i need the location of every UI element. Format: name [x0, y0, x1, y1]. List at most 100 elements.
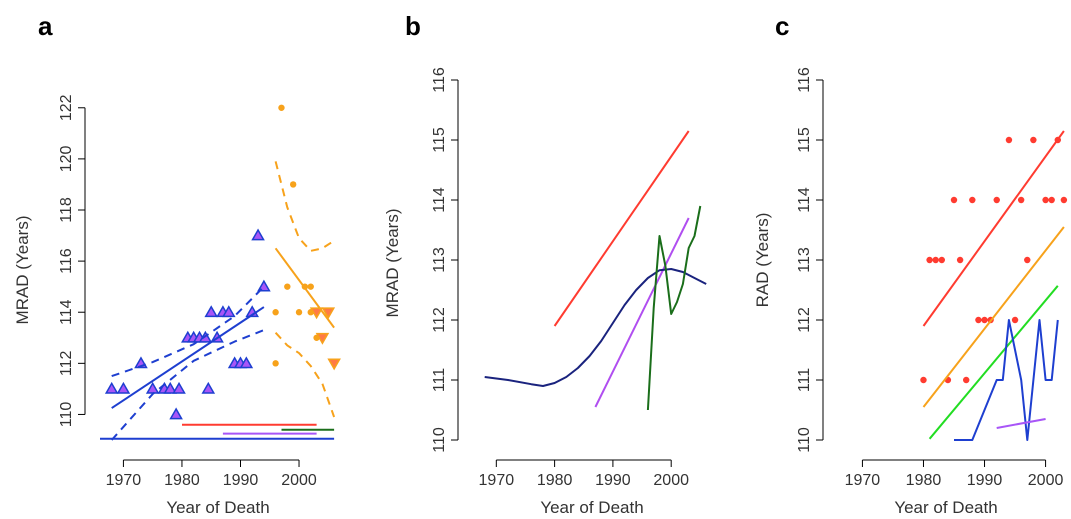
- data-point-a-2: [327, 358, 341, 371]
- series-line-c-5: [996, 418, 1046, 429]
- panel-a: a Year of Death MRAD (Years) 1970 1980 199…: [13, 11, 341, 517]
- series-line-a-8: [274, 332, 336, 418]
- y-tick-label-a: 112: [58, 350, 75, 376]
- x-tick-label-c: 2000: [1028, 472, 1064, 489]
- series-line-b-0: [553, 130, 690, 327]
- data-point-c-0: [920, 376, 927, 384]
- data-point-c-0: [1048, 196, 1055, 204]
- y-tick-label-b: 114: [431, 187, 448, 213]
- data-point-a-0: [257, 279, 271, 292]
- x-axis-label-b: Year of Death: [540, 498, 643, 517]
- series-line-a-3: [111, 306, 265, 409]
- y-tick-label-c: 113: [796, 247, 813, 273]
- data-point-a-1: [289, 181, 297, 188]
- y-tick-label-a: 118: [58, 197, 75, 223]
- data-point-c-0: [938, 256, 945, 264]
- y-tick-label-c: 115: [796, 127, 813, 153]
- data-point-a-0: [204, 305, 219, 318]
- data-point-a-0: [169, 407, 183, 420]
- data-point-a-1: [307, 283, 314, 290]
- data-point-a-2: [309, 307, 324, 320]
- data-point-a-1: [278, 104, 285, 111]
- x-tick-label-b: 1990: [595, 472, 631, 489]
- data-point-a-0: [116, 381, 131, 394]
- series-line-c-4: [954, 319, 1059, 441]
- panel-b: b Year of Death MRAD (Years) 1970 1980 199…: [383, 11, 707, 517]
- plot-area-a: 1970 1980 1990 2000 110 112 114 116 118 120 122: [58, 94, 341, 489]
- panel-c: c Year of Death RAD (Years) 1970 1980 1990…: [753, 11, 1068, 517]
- y-tick-label-c: 112: [796, 307, 813, 333]
- data-point-c-0: [1005, 136, 1013, 144]
- panel-label-b: b: [405, 11, 421, 41]
- series-line-c-2: [922, 226, 1065, 408]
- data-point-c-0: [1060, 196, 1068, 204]
- series-line-b-1: [594, 217, 690, 408]
- data-point-a-1: [284, 283, 291, 290]
- y-tick-label-c: 114: [796, 187, 813, 213]
- x-tick-label-c: 1990: [967, 472, 1003, 489]
- data-point-a-0: [104, 381, 119, 394]
- y-tick-label-b: 115: [431, 127, 448, 153]
- y-tick-label-b: 116: [431, 67, 448, 93]
- plot-area-b: 1970 1980 1990 2000 110 111 112 113 114 115 116: [431, 67, 707, 489]
- data-point-a-1: [272, 360, 279, 367]
- x-tick-label-a: 2000: [281, 472, 317, 489]
- data-point-c-0: [1024, 256, 1031, 264]
- y-tick-label-a: 120: [58, 145, 75, 172]
- x-axis-label-a: Year of Death: [166, 498, 269, 517]
- data-point-a-1: [272, 309, 279, 316]
- data-point-a-0: [172, 381, 186, 394]
- plot-area-c: 1970 1980 1990 2000 110 111 112 113 114 115 116: [796, 67, 1068, 489]
- y-axis-label-b: MRAD (Years): [383, 209, 402, 318]
- x-tick-label-a: 1980: [164, 472, 200, 489]
- data-point-a-0: [145, 381, 160, 394]
- series-line-c-3: [928, 285, 1059, 440]
- series-line-a-6: [274, 247, 335, 329]
- series-line-a-7: [274, 161, 335, 252]
- panel-label-a: a: [38, 11, 53, 41]
- y-tick-label-c: 116: [796, 67, 813, 93]
- y-tick-label-a: 116: [58, 248, 75, 274]
- y-axis-label-a: MRAD (Years): [13, 216, 32, 325]
- y-axis-label-c: RAD (Years): [753, 213, 772, 308]
- data-point-c-0: [1011, 316, 1019, 324]
- x-tick-label-c: 1980: [906, 472, 942, 489]
- series-line-a-4: [111, 285, 265, 378]
- data-point-a-2: [315, 332, 330, 345]
- data-point-c-0: [993, 196, 1000, 204]
- data-point-a-0: [221, 305, 236, 318]
- x-tick-label-c: 1970: [845, 472, 881, 489]
- data-point-a-0: [239, 356, 254, 369]
- data-point-a-0: [163, 381, 178, 394]
- data-point-a-0: [251, 228, 265, 241]
- x-tick-label-a: 1970: [106, 472, 142, 489]
- x-tick-label-b: 1970: [479, 472, 515, 489]
- y-tick-label-c: 110: [796, 427, 813, 453]
- data-point-c-0: [950, 196, 958, 204]
- x-axis-label-c: Year of Death: [894, 498, 997, 517]
- data-point-c-0: [963, 376, 970, 384]
- data-point-c-0: [956, 256, 964, 264]
- x-tick-label-a: 1990: [223, 472, 259, 489]
- data-point-c-0: [932, 256, 939, 264]
- data-point-c-0: [969, 196, 976, 204]
- series-line-b-3: [646, 205, 702, 411]
- y-tick-label-a: 122: [58, 94, 75, 121]
- data-point-a-1: [295, 309, 303, 316]
- data-point-c-0: [975, 316, 982, 324]
- x-tick-label-b: 2000: [653, 472, 689, 489]
- y-tick-label-b: 113: [431, 247, 448, 273]
- y-tick-label-b: 111: [431, 368, 448, 392]
- data-point-c-0: [1017, 196, 1025, 204]
- data-point-c-0: [926, 256, 933, 264]
- y-tick-label-b: 110: [431, 427, 448, 453]
- data-point-c-0: [1030, 136, 1037, 144]
- x-tick-label-b: 1980: [537, 472, 573, 489]
- y-tick-label-c: 111: [796, 368, 813, 392]
- y-tick-label-b: 112: [431, 307, 448, 333]
- series-line-b-2: [484, 268, 707, 387]
- data-point-c-0: [981, 316, 988, 324]
- data-point-c-0: [1042, 196, 1049, 204]
- data-point-a-2: [321, 307, 336, 320]
